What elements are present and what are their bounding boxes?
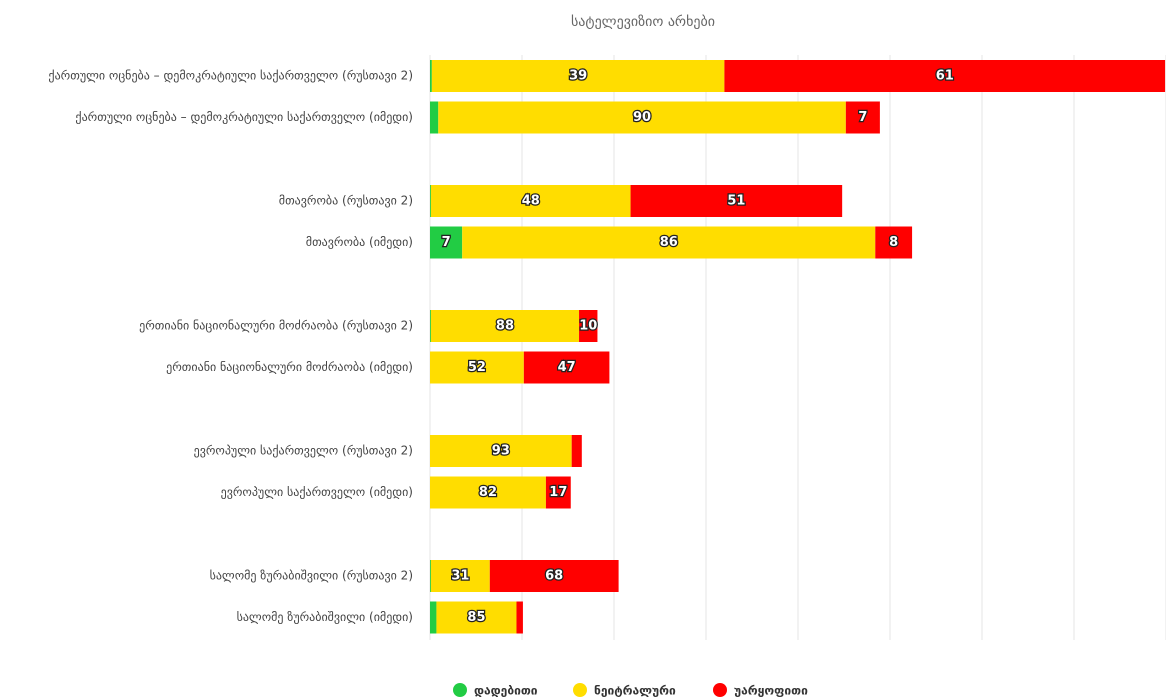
category-label: ერთიანი ნაციონალური მოძრაობა (იმედი) [166,360,413,374]
data-label: 39 [569,69,587,84]
data-label: 61 [936,69,954,84]
bar-segment [430,101,439,134]
legend-marker [713,683,727,697]
data-label: 10 [579,319,597,334]
bar-segment [462,226,876,259]
category-label: მთავრობა (იმედი) [306,235,413,249]
bar-segment [430,185,631,217]
bar-segment [430,226,463,259]
legend-label: დადებითი [474,684,538,698]
bar-segment [579,310,598,342]
data-label: 7 [858,110,867,125]
data-label: 8 [889,235,898,250]
category-label: ქართული ოცნება – დემოკრატიული საქართველო… [48,69,413,83]
bar-segment [523,351,610,384]
data-label: 88 [496,319,514,334]
bar-segment [571,435,582,467]
category-label: სალომე ზურაბიშვილი (იმედი) [237,610,413,624]
data-label: 68 [545,569,563,584]
chart-title: სატელევიზიო არხები [571,13,715,30]
bar-segment [724,60,1166,92]
data-label: 48 [522,194,540,209]
bar-segment [630,185,843,217]
bar-segment [430,560,431,592]
bar-segment [430,601,437,634]
data-label: 7 [442,235,451,250]
category-label: მთავრობა (რუსთავი 2) [279,194,413,208]
bar-segment [516,601,523,634]
bar-segment [430,476,546,509]
bar-segment [430,560,490,592]
category-label: ევროპული საქართველო (რუსთავი 2) [194,444,413,458]
bar-segment [430,435,572,467]
data-label: 31 [451,569,469,584]
data-label: 85 [467,610,485,625]
data-label: 17 [549,485,567,500]
data-label: 52 [468,360,486,375]
legend-marker [573,683,587,697]
bar-segment [436,601,517,634]
bar-segment [431,60,725,92]
bar-segment [875,226,913,259]
data-label: 47 [558,360,576,375]
bar-segment [430,185,431,217]
bar-segment [430,351,524,384]
data-label: 86 [660,235,678,250]
bar-segment [430,310,580,342]
bar-segment [430,310,431,342]
bar-segment [430,60,432,92]
legend-marker [453,683,467,697]
data-label: 90 [633,110,651,125]
category-label: ერთიანი ნაციონალური მოძრაობა (რუსთავი 2) [139,319,413,333]
legend-label: ნეიტრალური [594,684,676,698]
category-label: ევროპული საქართველო (იმედი) [221,485,413,499]
legend-label: უარყოფითი [734,684,808,698]
data-label: 82 [479,485,497,500]
data-label: 93 [492,444,510,459]
bar-segment [545,476,571,509]
bar-segment [489,560,619,592]
category-label: სალომე ზურაბიშვილი (რუსთავი 2) [210,569,413,583]
data-label: 51 [727,194,745,209]
bar-segment [845,101,880,134]
category-label: ქართული ოცნება – დემოკრატიული საქართველო… [75,110,413,124]
bar-segment [438,101,846,134]
